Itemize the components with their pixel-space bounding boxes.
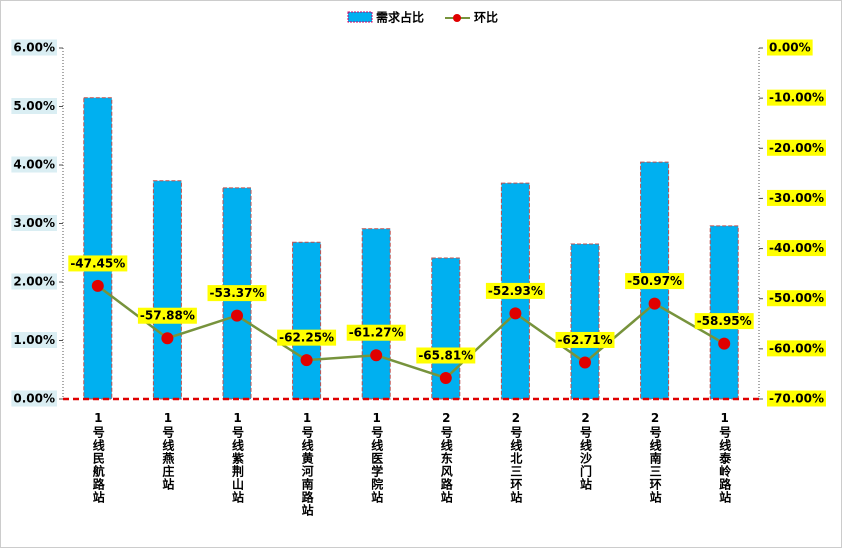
y2-tick-label: -30.00% [769,191,824,205]
marker [370,349,383,362]
x-tick-label: 1号线民航路站 [91,411,105,504]
y-tick-label: 3.00% [13,216,55,230]
marker [509,307,522,320]
label-bg [68,255,128,272]
data-label: -47.45% [70,256,125,270]
bar [570,243,600,400]
label-bg [767,290,826,307]
data-label: -50.97% [627,274,682,288]
y2-tick-label: -20.00% [769,141,824,155]
data-label: -62.25% [279,331,334,345]
bar [292,241,322,400]
legend-swatch [347,11,373,23]
label-bg [416,347,476,364]
x-tick-label: 2号线北三环站 [509,411,523,504]
marker [161,332,174,345]
data-label: -62.71% [558,333,613,347]
y2-tick-label: -10.00% [769,91,824,105]
data-label: -58.95% [697,314,752,328]
marker [439,371,452,384]
y-tick-label: 1.00% [13,333,55,347]
label-bg [346,324,406,341]
label-bg [277,329,337,346]
x-tick-label: 1号线燕庄站 [161,411,175,491]
marker [231,309,243,322]
marker [91,279,104,292]
data-label: -52.93% [488,284,543,298]
legend-label: 环比 [474,10,498,25]
y2-tick-label: -70.00% [769,392,824,406]
y2-tick-label: 0.00% [769,41,811,55]
marker [718,337,731,350]
bar [361,228,391,400]
label-bg [767,340,826,357]
label-bg [11,273,57,290]
label-bg [11,215,57,231]
x-tick-label: 2号线沙门站 [579,411,593,491]
y-tick-label: 0.00% [13,392,55,406]
label-bg [767,189,826,206]
label-bg [207,285,267,302]
label-bg [767,89,826,106]
y-tick-label: 4.00% [13,158,55,172]
label-bg [137,307,197,324]
marker [300,354,313,367]
legend-label: 需求占比 [376,10,424,25]
label-bg [625,273,685,290]
y-tick-label: 5.00% [13,99,55,113]
line [97,284,725,380]
x-tick-label: 1号线泰岭路站 [718,411,732,504]
label-bg [767,139,826,156]
x-tick-label: 2号线东风路站 [439,411,453,504]
marker [579,356,591,369]
label-bg [694,313,754,330]
bar [83,97,113,400]
label-bg [767,390,826,407]
bar [152,180,182,400]
label-bg [555,331,615,348]
y2-tick-label: -40.00% [769,241,824,255]
legend: 需求占比 环比 [347,10,498,25]
data-label: -53.37% [210,286,265,300]
label-bg [11,98,57,114]
label-bg [767,39,813,56]
marker [648,297,661,310]
bar [709,225,739,400]
y-tick-label: 6.00% [13,41,55,55]
y2-tick-label: -60.00% [769,341,824,355]
label-bg [485,282,545,299]
y-tick-label: 2.00% [13,275,55,289]
label-bg [11,39,57,56]
x-tick-label: 1号线紫荆山站 [231,411,245,504]
data-label: -65.81% [418,348,473,362]
x-tick-label: 1号线黄河南路站 [300,411,314,517]
label-bg [11,332,57,348]
data-label: -57.88% [140,309,195,323]
data-label: -61.27% [349,326,404,340]
label-bg [767,240,826,257]
x-tick-label: 1号线医学院站 [370,411,384,504]
y2-tick-label: -50.00% [769,291,824,305]
x-tick-label: 2号线南三环站 [648,411,662,504]
label-bg [11,156,57,173]
label-bg [11,390,57,407]
legend-marker [453,14,461,22]
